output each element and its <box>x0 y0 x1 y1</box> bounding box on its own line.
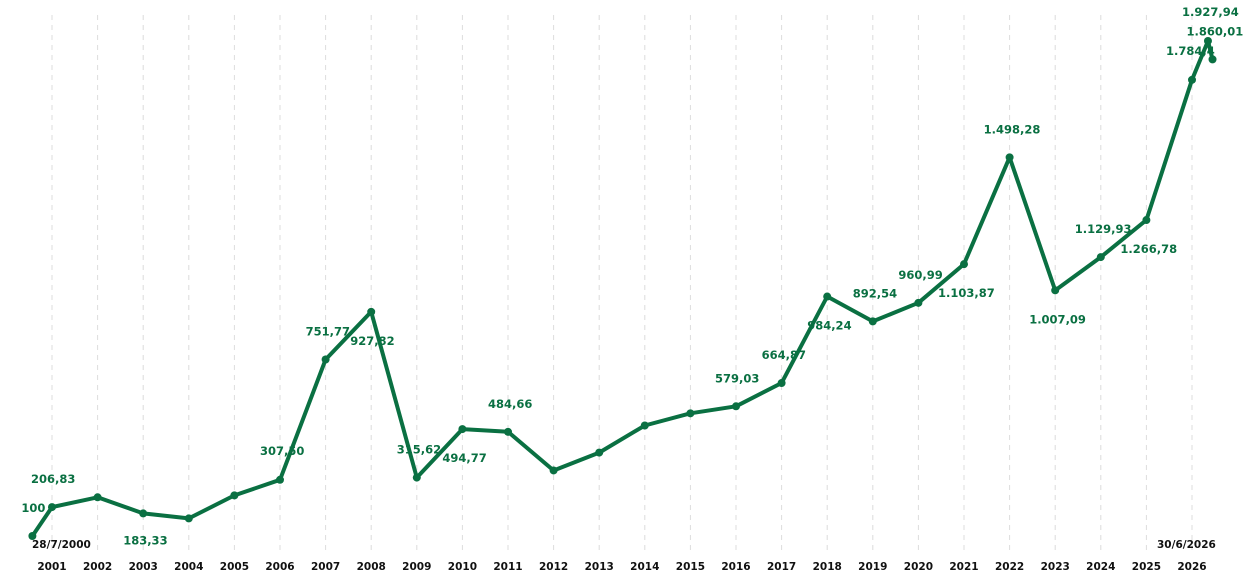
x-tick-label: 2010 <box>448 561 477 573</box>
data-point <box>48 503 56 512</box>
x-tick-label: 2019 <box>858 561 887 573</box>
x-tick-label: 2022 <box>995 561 1024 573</box>
x-tick-label: 2003 <box>129 561 158 573</box>
x-tick-label: 2017 <box>767 561 796 573</box>
data-label: 892,54 <box>853 286 897 300</box>
x-tick-label: 2014 <box>630 561 659 573</box>
data-point <box>914 298 923 307</box>
data-point <box>230 491 239 500</box>
data-point <box>412 473 421 482</box>
data-point <box>960 260 968 269</box>
end-date-label: 30/6/2026 <box>1157 539 1216 551</box>
data-label: 307,50 <box>260 444 304 458</box>
data-point <box>321 355 330 364</box>
data-label: 984,24 <box>807 319 851 333</box>
data-point <box>686 409 695 418</box>
data-label: 484,66 <box>488 397 532 411</box>
x-tick-label: 2002 <box>83 561 112 573</box>
data-point <box>28 532 37 540</box>
data-label: 960,99 <box>898 268 942 282</box>
data-points <box>28 36 1217 540</box>
vertical-grid <box>51 15 1193 553</box>
data-point <box>732 402 740 411</box>
data-point <box>868 317 877 326</box>
x-tick-label: 2023 <box>1041 561 1070 573</box>
x-tick-label: 2005 <box>220 561 249 573</box>
x-tick-label: 2007 <box>311 561 340 573</box>
data-point <box>1188 75 1196 84</box>
x-tick-label: 2001 <box>37 561 66 573</box>
start-date-label: 28/7/2000 <box>32 539 91 551</box>
x-tick-label: 2004 <box>174 561 203 573</box>
data-label: 315,62 <box>397 443 441 457</box>
x-tick-label: 2025 <box>1132 561 1161 573</box>
data-point <box>1208 55 1217 64</box>
data-point <box>458 425 467 434</box>
x-tick-label: 2011 <box>493 561 522 573</box>
data-label: 1.129,93 <box>1075 222 1132 236</box>
data-label: 1.266,78 <box>1120 242 1177 256</box>
x-tick-label: 2018 <box>813 561 842 573</box>
data-point <box>1005 153 1014 162</box>
data-point <box>276 475 284 484</box>
data-point <box>504 427 512 436</box>
data-point <box>595 448 604 457</box>
x-tick-label: 2006 <box>265 561 294 573</box>
x-tick-label: 2008 <box>357 561 386 573</box>
data-point <box>1051 286 1060 295</box>
data-label: 100 <box>21 501 45 515</box>
data-label: 927,82 <box>350 334 394 348</box>
data-label: 183,33 <box>123 533 167 547</box>
series-line <box>30 39 1215 538</box>
data-label: 1.007,09 <box>1029 312 1086 326</box>
data-label: 1.860,01 <box>1187 24 1244 38</box>
x-tick-label: 2021 <box>949 561 978 573</box>
data-point <box>184 514 193 523</box>
data-label: 206,83 <box>31 472 75 486</box>
x-tick-label: 2013 <box>585 561 614 573</box>
data-point <box>93 493 102 502</box>
data-point <box>367 307 376 316</box>
data-label: 1.498,28 <box>984 122 1041 136</box>
data-point <box>1096 253 1105 262</box>
data-point <box>823 292 832 301</box>
x-axis-ticks: 2001 2002 2003 2004 2005 2006 2007 2008 2009 2010… <box>37 561 1206 573</box>
x-tick-label: 2009 <box>402 561 431 573</box>
data-point <box>549 466 558 475</box>
x-tick-label: 2024 <box>1086 561 1115 573</box>
x-tick-label: 2012 <box>539 561 568 573</box>
x-tick-label: 2016 <box>721 561 750 573</box>
data-point <box>139 509 148 518</box>
x-tick-label: 2026 <box>1177 561 1206 573</box>
data-label: 494,77 <box>442 451 486 465</box>
data-point <box>777 379 786 388</box>
x-tick-label: 2020 <box>904 561 933 573</box>
x-tick-label: 2015 <box>676 561 705 573</box>
data-label: 1.784,4 <box>1166 44 1215 58</box>
data-label: 751,77 <box>306 324 350 338</box>
data-point <box>1142 216 1151 225</box>
data-label: 1.103,87 <box>938 286 995 300</box>
data-point <box>640 421 649 430</box>
data-point <box>1203 36 1212 45</box>
data-label: 579,03 <box>715 371 759 385</box>
data-label: 1.927,94 <box>1182 5 1239 19</box>
data-labels: 100206,83183,33307,50751,77927,82315,624… <box>21 5 1243 547</box>
data-label: 664,87 <box>762 348 806 362</box>
